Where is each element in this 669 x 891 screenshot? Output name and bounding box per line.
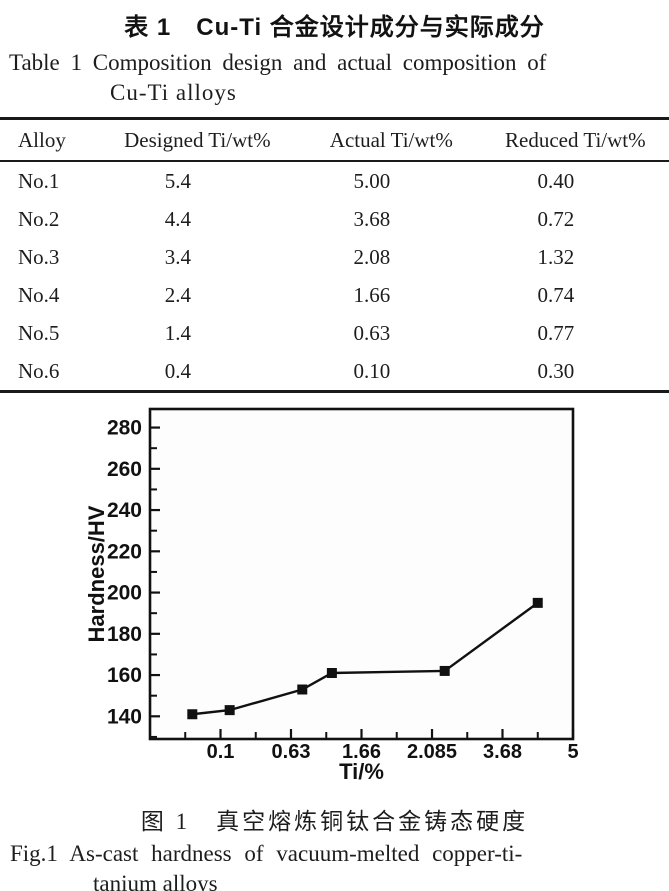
y-tick-label: 260 <box>107 458 142 481</box>
table-title-en-line2: Cu-Ti alloys <box>110 80 237 105</box>
table-title-zh: 表 1 Cu-Ti 合金设计成分与实际成分 <box>124 14 545 41</box>
data-point-marker <box>187 709 198 720</box>
series-line <box>192 601 539 716</box>
x-tick-label: 0.1 <box>207 741 235 763</box>
y-tick-label: 240 <box>107 499 142 522</box>
value-cell: 0.72 <box>537 206 575 231</box>
value-cell: 0.40 <box>537 168 575 193</box>
value-cell: 0.4 <box>164 358 191 383</box>
y-tick-label: 160 <box>107 664 142 687</box>
y-tick-label: 200 <box>107 582 142 605</box>
column-header-actual-ti: Actual Ti/wt% <box>329 127 453 152</box>
value-cell: 5.4 <box>164 168 191 193</box>
alloy-cell: No.3 <box>18 244 60 269</box>
value-cell: 1.4 <box>164 320 191 345</box>
value-cell: 0.63 <box>353 320 391 345</box>
table-row: No.2 4.4 3.68 0.72 <box>0 200 669 238</box>
alloy-cell: No.6 <box>18 358 60 383</box>
column-header-alloy: Alloy <box>18 127 66 152</box>
data-point-marker <box>326 668 337 678</box>
x-tick-label: 0.63 <box>272 741 311 763</box>
y-axis-title: Hardness/HV <box>85 505 109 642</box>
table-row: No.6 0.4 0.10 0.30 <box>0 352 669 392</box>
y-tick-label: 140 <box>107 705 142 728</box>
table-row: No.5 1.4 0.63 0.77 <box>0 314 669 352</box>
y-tick-label: 220 <box>107 540 142 563</box>
value-cell: 3.4 <box>164 244 191 269</box>
x-tick-label: 5 <box>567 741 578 763</box>
value-cell: 5.00 <box>353 168 391 193</box>
value-cell: 1.66 <box>353 282 391 307</box>
y-tick-label: 280 <box>107 417 142 440</box>
table-title-en-line1: Table 1 Composition design and actual co… <box>9 50 547 75</box>
table-body: No.1 5.4 5.00 0.40 No.2 4.4 3.68 0.72 No.3 3.4 2.0… <box>0 161 669 392</box>
x-axis-title: Ti/% <box>339 759 384 784</box>
plot-border <box>148 407 575 741</box>
data-point-marker <box>297 684 308 695</box>
alloy-cell: No.5 <box>18 320 60 345</box>
x-tick-label: 3.68 <box>483 741 522 763</box>
figure-1: 140 160 180 200 220 240 260 280 0.1 0.63 1.66 2.085… <box>85 401 625 796</box>
table-row: No.3 3.4 2.08 1.32 <box>0 238 669 276</box>
value-cell: 0.10 <box>353 358 391 383</box>
value-cell: 0.30 <box>537 358 575 383</box>
data-point-marker <box>532 597 543 608</box>
hardness-chart: 140 160 180 200 220 240 260 280 0.1 0.63 1.66 2.085… <box>85 407 579 784</box>
table-row: No.1 5.4 5.00 0.40 <box>0 161 669 200</box>
value-cell: 1.32 <box>537 244 575 269</box>
value-cell: 0.77 <box>537 320 575 345</box>
figure-caption-en-line1: Fig.1 As-cast hardness of vacuum-melted … <box>10 841 523 866</box>
value-cell: 2.08 <box>353 244 391 269</box>
value-cell: 0.74 <box>537 282 575 307</box>
table-row: No.4 2.4 1.66 0.74 <box>0 276 669 314</box>
alloy-cell: No.4 <box>18 282 60 307</box>
alloy-cell: No.1 <box>18 168 60 193</box>
x-tick-label: 2.085 <box>407 741 457 763</box>
value-cell: 4.4 <box>164 206 191 231</box>
y-tick-label: 180 <box>107 623 142 646</box>
value-cell: 3.68 <box>353 206 391 231</box>
value-cell: 2.4 <box>164 282 191 307</box>
column-header-designed-ti: Designed Ti/wt% <box>124 127 271 152</box>
x-tick-label: 1.66 <box>342 741 381 763</box>
alloy-cell: No.2 <box>18 206 60 231</box>
data-point-marker <box>224 705 235 716</box>
column-header-reduced-ti: Reduced Ti/wt% <box>505 127 646 152</box>
table-header-row: Alloy Designed Ti/wt% Actual Ti/wt% Redu… <box>0 119 669 161</box>
figure-caption-zh: 图 1 真空熔炼铜钛合金铸态硬度 <box>140 809 529 834</box>
data-point-marker <box>439 665 450 676</box>
figure-caption-en-line2: tanium alloys <box>93 871 218 891</box>
composition-table: Alloy Designed Ti/wt% Actual Ti/wt% Redu… <box>0 117 669 393</box>
